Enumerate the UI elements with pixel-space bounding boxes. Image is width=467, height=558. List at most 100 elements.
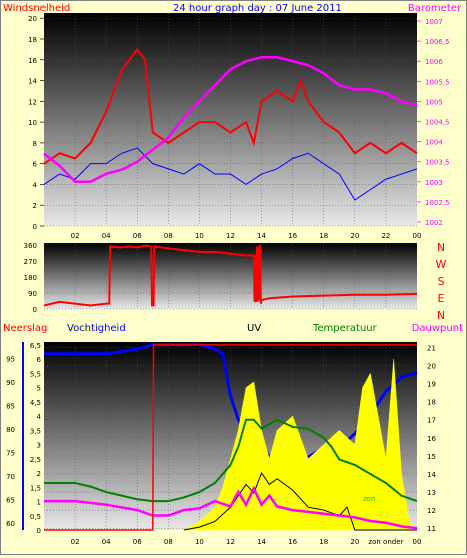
time-tick-label: 04	[102, 232, 111, 240]
solar-area	[183, 359, 418, 531]
time-tick-label: zon onder	[368, 538, 403, 546]
wind-baro-plot-area	[44, 13, 417, 226]
time-tick-label: 02	[71, 232, 80, 240]
wind-tick-label: 18	[28, 36, 37, 44]
uv-tick-label: 5	[37, 385, 41, 393]
compass-label: N	[437, 309, 445, 322]
time-tick-label: 18	[319, 232, 328, 240]
uv-tick-label: 2	[37, 470, 41, 478]
time-tick-label: 04	[102, 538, 111, 546]
time-tick-label: 14	[257, 232, 266, 240]
temperature-tick-label: 15	[427, 453, 436, 461]
temperature-tick-label: 14	[427, 471, 436, 479]
uv-tick-label: 3,5	[30, 427, 41, 435]
barometer-tick-label: 1006	[425, 58, 443, 66]
time-tick-label: 12	[226, 232, 235, 240]
humidity-axis-title: Vochtigheid	[67, 323, 126, 334]
direction-tick-label: 360	[24, 242, 37, 250]
direction-tick-label: 0	[33, 306, 37, 314]
humidity-tick-label: 70	[6, 473, 15, 481]
wind-speed-ticks: 0 2 4 6 8 10 12 14 16 18 20	[28, 15, 44, 231]
wind-tick-label: 2	[33, 202, 37, 210]
uv-tick-label: 3	[37, 442, 41, 450]
humidity-tick-label: 90	[6, 379, 15, 387]
humidity-tick-label: 80	[6, 426, 15, 434]
time-tick-label: 08	[164, 232, 173, 240]
compass-label: N	[437, 241, 445, 254]
temperature-tick-label: 11	[427, 525, 436, 533]
direction-series	[43, 244, 418, 307]
time-tick-label: 08	[164, 538, 173, 546]
barometer-tick-label: 1002	[425, 219, 443, 227]
wind-tick-label: 20	[28, 15, 37, 23]
barometer-axis-title: Barometer	[408, 3, 462, 14]
uv-axis-title: UV	[247, 323, 261, 334]
time-tick-label: 20	[350, 232, 359, 240]
time-tick-label: 10	[195, 538, 204, 546]
wind-baro-series	[43, 47, 418, 201]
temperature-tick-label: 18	[427, 399, 436, 407]
wind-tick-label: 16	[28, 57, 37, 65]
uv-tick-label: 0	[37, 527, 41, 535]
wind-tick-label: 12	[28, 98, 37, 106]
wind-tick-label: 14	[28, 78, 37, 86]
temperature-tick-label: 16	[427, 435, 436, 443]
uv-tick-label: 6	[37, 356, 42, 364]
wind-tick-label: 8	[33, 140, 37, 148]
time-tick-label: 06	[133, 538, 142, 546]
rain-axis-title: Neerslag	[3, 323, 47, 334]
temperature-axis-title: Temperatuur	[312, 323, 378, 334]
direction-line	[43, 244, 418, 307]
time-tick-label: 00	[413, 538, 422, 546]
uv-tick-label: 4,5	[30, 399, 41, 407]
wind-baro-grid	[44, 13, 417, 227]
wind-axis-title: Windsnelheid	[3, 3, 70, 14]
compass-label: E	[438, 292, 445, 305]
temperature-tick-label: 20	[427, 363, 436, 371]
barometer-tick-label: 1007	[425, 18, 443, 26]
time-tick-label: 10	[195, 232, 204, 240]
time-tick-label: 12	[226, 538, 235, 546]
rain-line	[44, 344, 417, 531]
wind-baro-time-ticks: 02 04 06 08 10 12 14 16 18 20 22 00	[71, 232, 422, 240]
direction-tick-label: 90	[28, 290, 37, 298]
time-tick-label: 20	[350, 538, 359, 546]
uv-tick-label: 1	[37, 499, 41, 507]
temperature-tick-label: 12	[427, 507, 436, 515]
barometer-tick-label: 1006,5	[425, 38, 450, 46]
barometer-tick-label: 1005,5	[425, 78, 450, 86]
temperature-tick-label: 17	[427, 417, 436, 425]
humidity-tick-label: 60	[6, 520, 15, 528]
direction-grid	[44, 243, 417, 310]
wind-tick-label: 6	[33, 161, 38, 169]
climate-time-ticks: 02 04 06 08 10 12 14 16 18 20 zon onder 00	[71, 538, 422, 546]
time-tick-label: 22	[381, 232, 390, 240]
barometer-tick-label: 1004	[425, 139, 443, 147]
time-tick-label: 02	[71, 538, 80, 546]
barometer-tick-label: 1003	[425, 179, 443, 187]
humidity-tick-label: 85	[6, 402, 15, 410]
wind-tick-label: 10	[28, 119, 37, 127]
temperature-line	[44, 418, 418, 503]
humidity-tick-label: 65	[6, 496, 15, 504]
barometer-tick-label: 1004,5	[425, 119, 450, 127]
wind-tick-label: 4	[33, 181, 38, 189]
barometer-tick-label: 1002,5	[425, 199, 450, 207]
solar-axis-title: Solar	[67, 323, 93, 334]
uv-line	[183, 471, 417, 531]
barometer-line	[43, 55, 418, 184]
barometer-tick-label: 1003,5	[425, 159, 450, 167]
humidity-tick-label: 95	[6, 355, 15, 363]
uv-tick-label: 0,5	[30, 513, 41, 521]
climate-series	[44, 342, 418, 531]
barometer-ticks: 1002 1002,5 1003 1003,5 1004 1004,5 1005 1005,5…	[417, 18, 450, 227]
temperature-ticks: 11 12 13 14 15 16 17 18 19 20 21	[427, 344, 436, 533]
uv-tick-label: 2,5	[30, 456, 41, 464]
sun-label: zon	[363, 495, 375, 503]
wind-line	[43, 47, 418, 165]
direction-ticks: 0 90 180 270 360	[24, 242, 37, 314]
time-tick-label: 16	[288, 232, 297, 240]
uv-tick-label: 6,5	[30, 342, 41, 350]
uv-ticks: 0 0,5 1 1,5 2 2,5 3 3,5 4 4,5 5 5,5 6 6,5	[30, 342, 42, 535]
